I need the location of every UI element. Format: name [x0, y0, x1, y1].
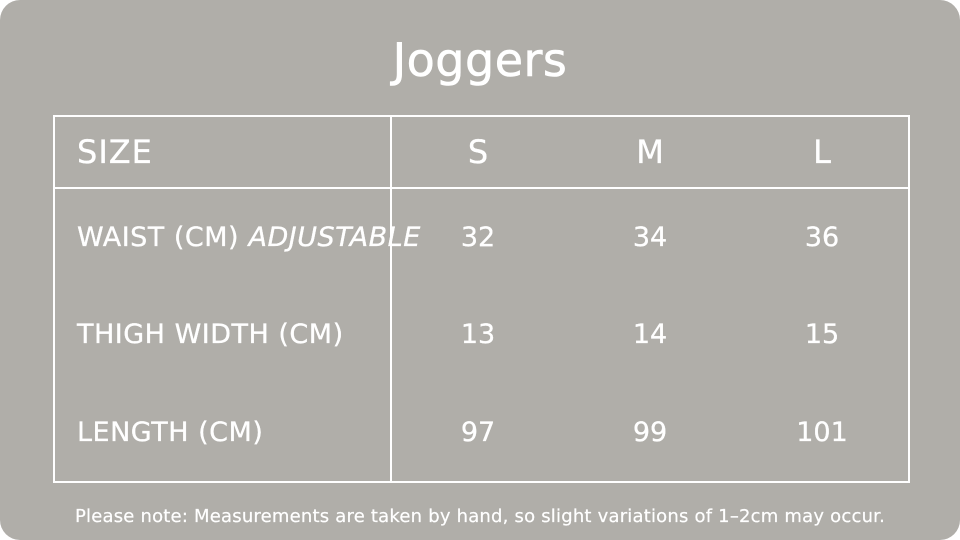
measurement-disclaimer: Please note: Measurements are taken by h…: [74, 506, 886, 527]
length-value-m: 99: [632, 416, 668, 448]
length-value-s: 97: [460, 416, 496, 448]
page-title: Joggers: [392, 33, 568, 87]
row-label-text: LENGTH (CM): [77, 416, 264, 448]
waist-value-l: 36: [804, 222, 840, 254]
row-label-thigh-width: THIGH WIDTH (CM): [55, 286, 392, 384]
waist-value-m: 34: [632, 222, 668, 254]
column-header-s: S: [392, 117, 564, 189]
row-label-text: THIGH WIDTH (CM): [77, 319, 344, 351]
length-value-l: 101: [796, 416, 848, 448]
thigh-width-value-m: 14: [632, 319, 668, 351]
thigh-width-value-l: 15: [804, 319, 840, 351]
size-chart-table: SIZE S M L WAIST (CM) ADJUSTABLE 32 34 3…: [53, 115, 910, 483]
row-label-length: LENGTH (CM): [55, 383, 392, 481]
row-label-waist: WAIST (CM) ADJUSTABLE: [55, 189, 420, 287]
waist-value-s: 32: [460, 222, 496, 254]
row-label-text: WAIST (CM): [77, 222, 240, 254]
row-label-note: ADJUSTABLE: [248, 222, 421, 254]
column-header-m: M: [564, 117, 736, 189]
column-header-l: L: [736, 117, 908, 189]
column-header-size: SIZE: [55, 117, 392, 189]
thigh-width-value-s: 13: [460, 319, 496, 351]
